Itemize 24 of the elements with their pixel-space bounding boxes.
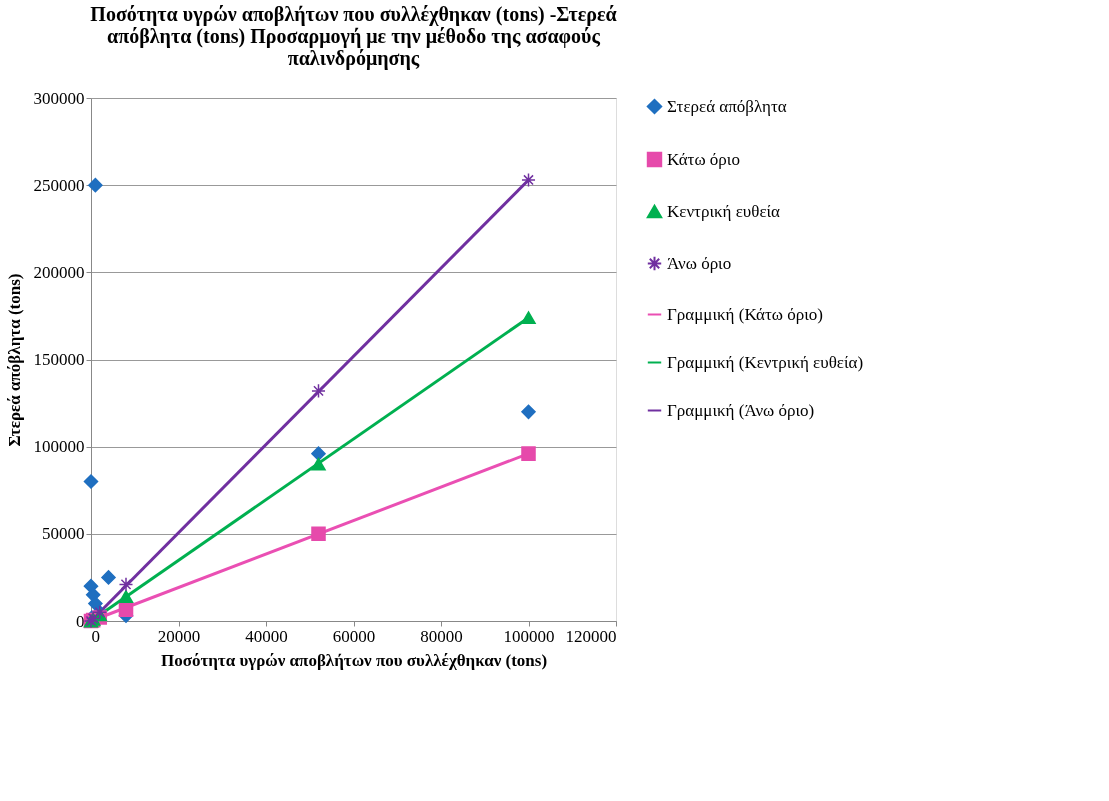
- y-axis-title: Στερεά απόβλητα (tons): [4, 273, 24, 447]
- x-tick-label: 100000: [503, 626, 555, 646]
- legend-label: Γραμμική (Κάτω όριο): [667, 304, 823, 324]
- legend-label: Γραμμική (Άνω όριο): [667, 400, 815, 420]
- x-tick-label: 120000: [565, 626, 617, 646]
- x-tick-label: 60000: [332, 626, 376, 646]
- y-tick-label: 300000: [33, 88, 85, 108]
- x-tick-label: 20000: [157, 626, 201, 646]
- legend-label: Κάτω όριο: [667, 149, 740, 169]
- legend-label: Άνω όριο: [667, 253, 732, 273]
- chart-title: Ποσότητα υγρών αποβλήτων που συλλέχθηκαν (tons) -Στερεά απόβλητα (tons) Προσαρμογή με την μέθοδο της ασαφούς παλινδρόμησης: [90, 3, 617, 70]
- y-tick-label: 250000: [33, 175, 85, 195]
- legend-label: Γραμμική (Κεντρική ευθεία): [667, 352, 864, 372]
- y-tick-label: 50000: [42, 524, 85, 544]
- y-tick-label: 150000: [33, 350, 85, 369]
- x-tick-label: 40000: [245, 626, 288, 646]
- x-axis-title: Ποσότητα υγρών αποβλήτων που συλλέχθηκαν (tons): [160, 650, 548, 670]
- y-tick-label: 200000: [33, 262, 85, 282]
- x-tick-label: 0: [91, 626, 100, 646]
- y-tick-label: 0: [76, 611, 85, 631]
- y-tick-label: 100000: [33, 437, 85, 457]
- legend-label: Κεντρική ευθεία: [667, 201, 781, 221]
- legend-label: Στερεά απόβλητα: [667, 96, 787, 116]
- x-tick-label: 80000: [420, 626, 463, 646]
